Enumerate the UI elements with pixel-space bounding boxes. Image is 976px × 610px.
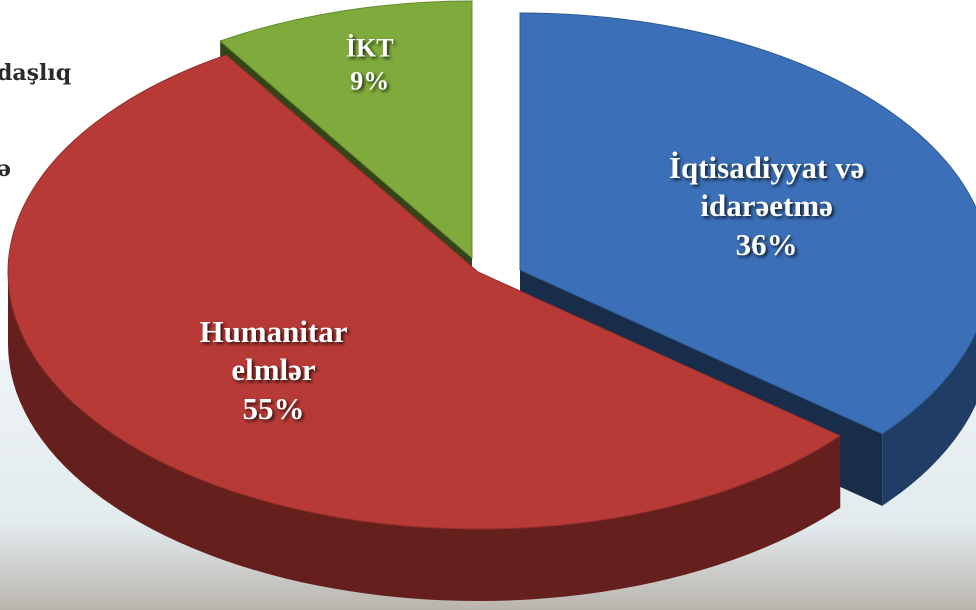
category-label: Humanitar elmlər	[189, 312, 359, 390]
side-text: daşlıq	[0, 60, 71, 86]
value-label: 55%	[189, 390, 359, 429]
page: daşlıq ə İKT9% İqtisadiyyat və idarəetmə3…	[0, 0, 976, 610]
category-label: İqtisadiyyat və idarəetmə	[657, 148, 877, 226]
value-label: 36%	[657, 226, 877, 265]
chart: daşlıq ə	[0, 0, 976, 610]
value-label: 9%	[325, 65, 415, 98]
side-text: ə	[0, 156, 11, 182]
category-label: İKT	[325, 33, 415, 66]
